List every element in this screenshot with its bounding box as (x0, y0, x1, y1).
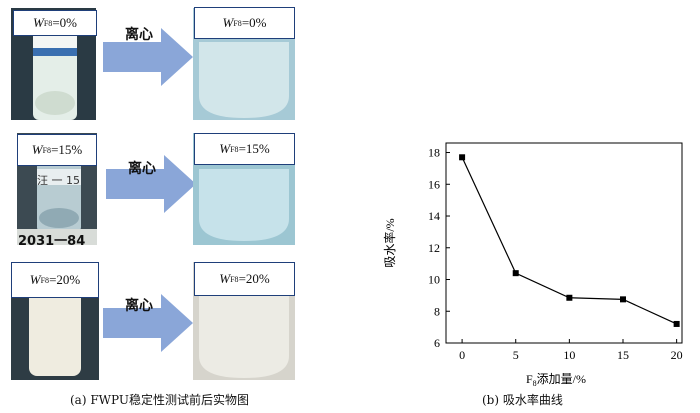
label-sub: F8 (233, 18, 242, 28)
y-tick-label: 8 (434, 304, 440, 318)
x-tick-label: 20 (671, 348, 683, 362)
before-photo-2 (11, 262, 99, 380)
data-point (566, 294, 573, 301)
arrow-label-1: 离心 (128, 161, 156, 177)
label-sub: F8 (43, 18, 53, 28)
arrow-0 (103, 28, 193, 86)
x-axis-label: F8添加量/% (526, 372, 586, 388)
label-value: =15% (238, 141, 270, 156)
label-value: =20% (49, 272, 81, 287)
label-after-2: W F8 =20% (194, 262, 295, 296)
arrow-2 (103, 294, 193, 352)
label-row-0: W F8 =0% (13, 10, 97, 36)
label-sub: F8 (230, 144, 239, 154)
x-ticks: 0 5 10 15 20 (459, 339, 683, 362)
y-tick-label: 10 (428, 273, 440, 287)
tube-handwriting: 汪 一 15 (37, 174, 80, 187)
data-point (673, 320, 680, 327)
label-sub: F8 (40, 275, 50, 285)
x-tick-label: 15 (617, 348, 629, 362)
x-axis-label-main: F (526, 372, 533, 386)
x-axis-label-sub: 8 (533, 379, 537, 388)
y-tick-label: 14 (428, 209, 440, 223)
label-sub: F8 (42, 145, 52, 155)
data-point (459, 154, 466, 161)
label-after-1: W F8 =15% (194, 133, 295, 165)
label-value: =15% (51, 142, 83, 157)
label-var: W (33, 15, 44, 30)
label-value: =20% (238, 271, 270, 286)
arrow-shape (103, 294, 193, 352)
label-sub: F8 (230, 274, 239, 284)
data-point (620, 296, 626, 303)
arrow-shape (103, 28, 193, 86)
label-value: =0% (241, 15, 267, 30)
label-value: =0% (52, 15, 77, 30)
y-axis-label: 吸水率/% (382, 218, 397, 267)
x-tick-label: 0 (459, 348, 465, 362)
label-var: W (222, 15, 234, 30)
y-tick-label: 12 (428, 241, 440, 255)
plot-frame (445, 142, 683, 344)
arrow-1 (106, 155, 196, 213)
label-after-0: W F8 =0% (194, 7, 295, 39)
y-tick-label: 16 (428, 177, 440, 191)
y-tick-label: 18 (428, 146, 440, 160)
label-var: W (219, 271, 231, 286)
label-row-1: W F8 =15% (17, 134, 97, 166)
label-row-2: W F8 =20% (11, 262, 99, 298)
arrow-shape (106, 155, 196, 213)
data-point (512, 270, 519, 277)
caption-a: (a) FWPU稳定性测试前后实物图 (70, 393, 249, 407)
label-var: W (29, 272, 41, 287)
label-var: W (219, 141, 231, 156)
arrow-label-2: 离心 (125, 298, 153, 314)
data-points (459, 154, 680, 327)
caption-b: (b) 吸水率曲线 (482, 393, 563, 407)
x-axis-label-rest: 添加量/% (537, 372, 586, 386)
y-ticks: 6 8 10 12 14 16 18 (428, 146, 450, 350)
arrow-label-0: 离心 (125, 27, 153, 43)
label-var: W (31, 142, 43, 157)
y-tick-label: 6 (434, 336, 440, 350)
stray-text: 2031一84 (18, 234, 86, 249)
x-tick-label: 5 (513, 348, 519, 362)
x-tick-label: 10 (563, 348, 575, 362)
